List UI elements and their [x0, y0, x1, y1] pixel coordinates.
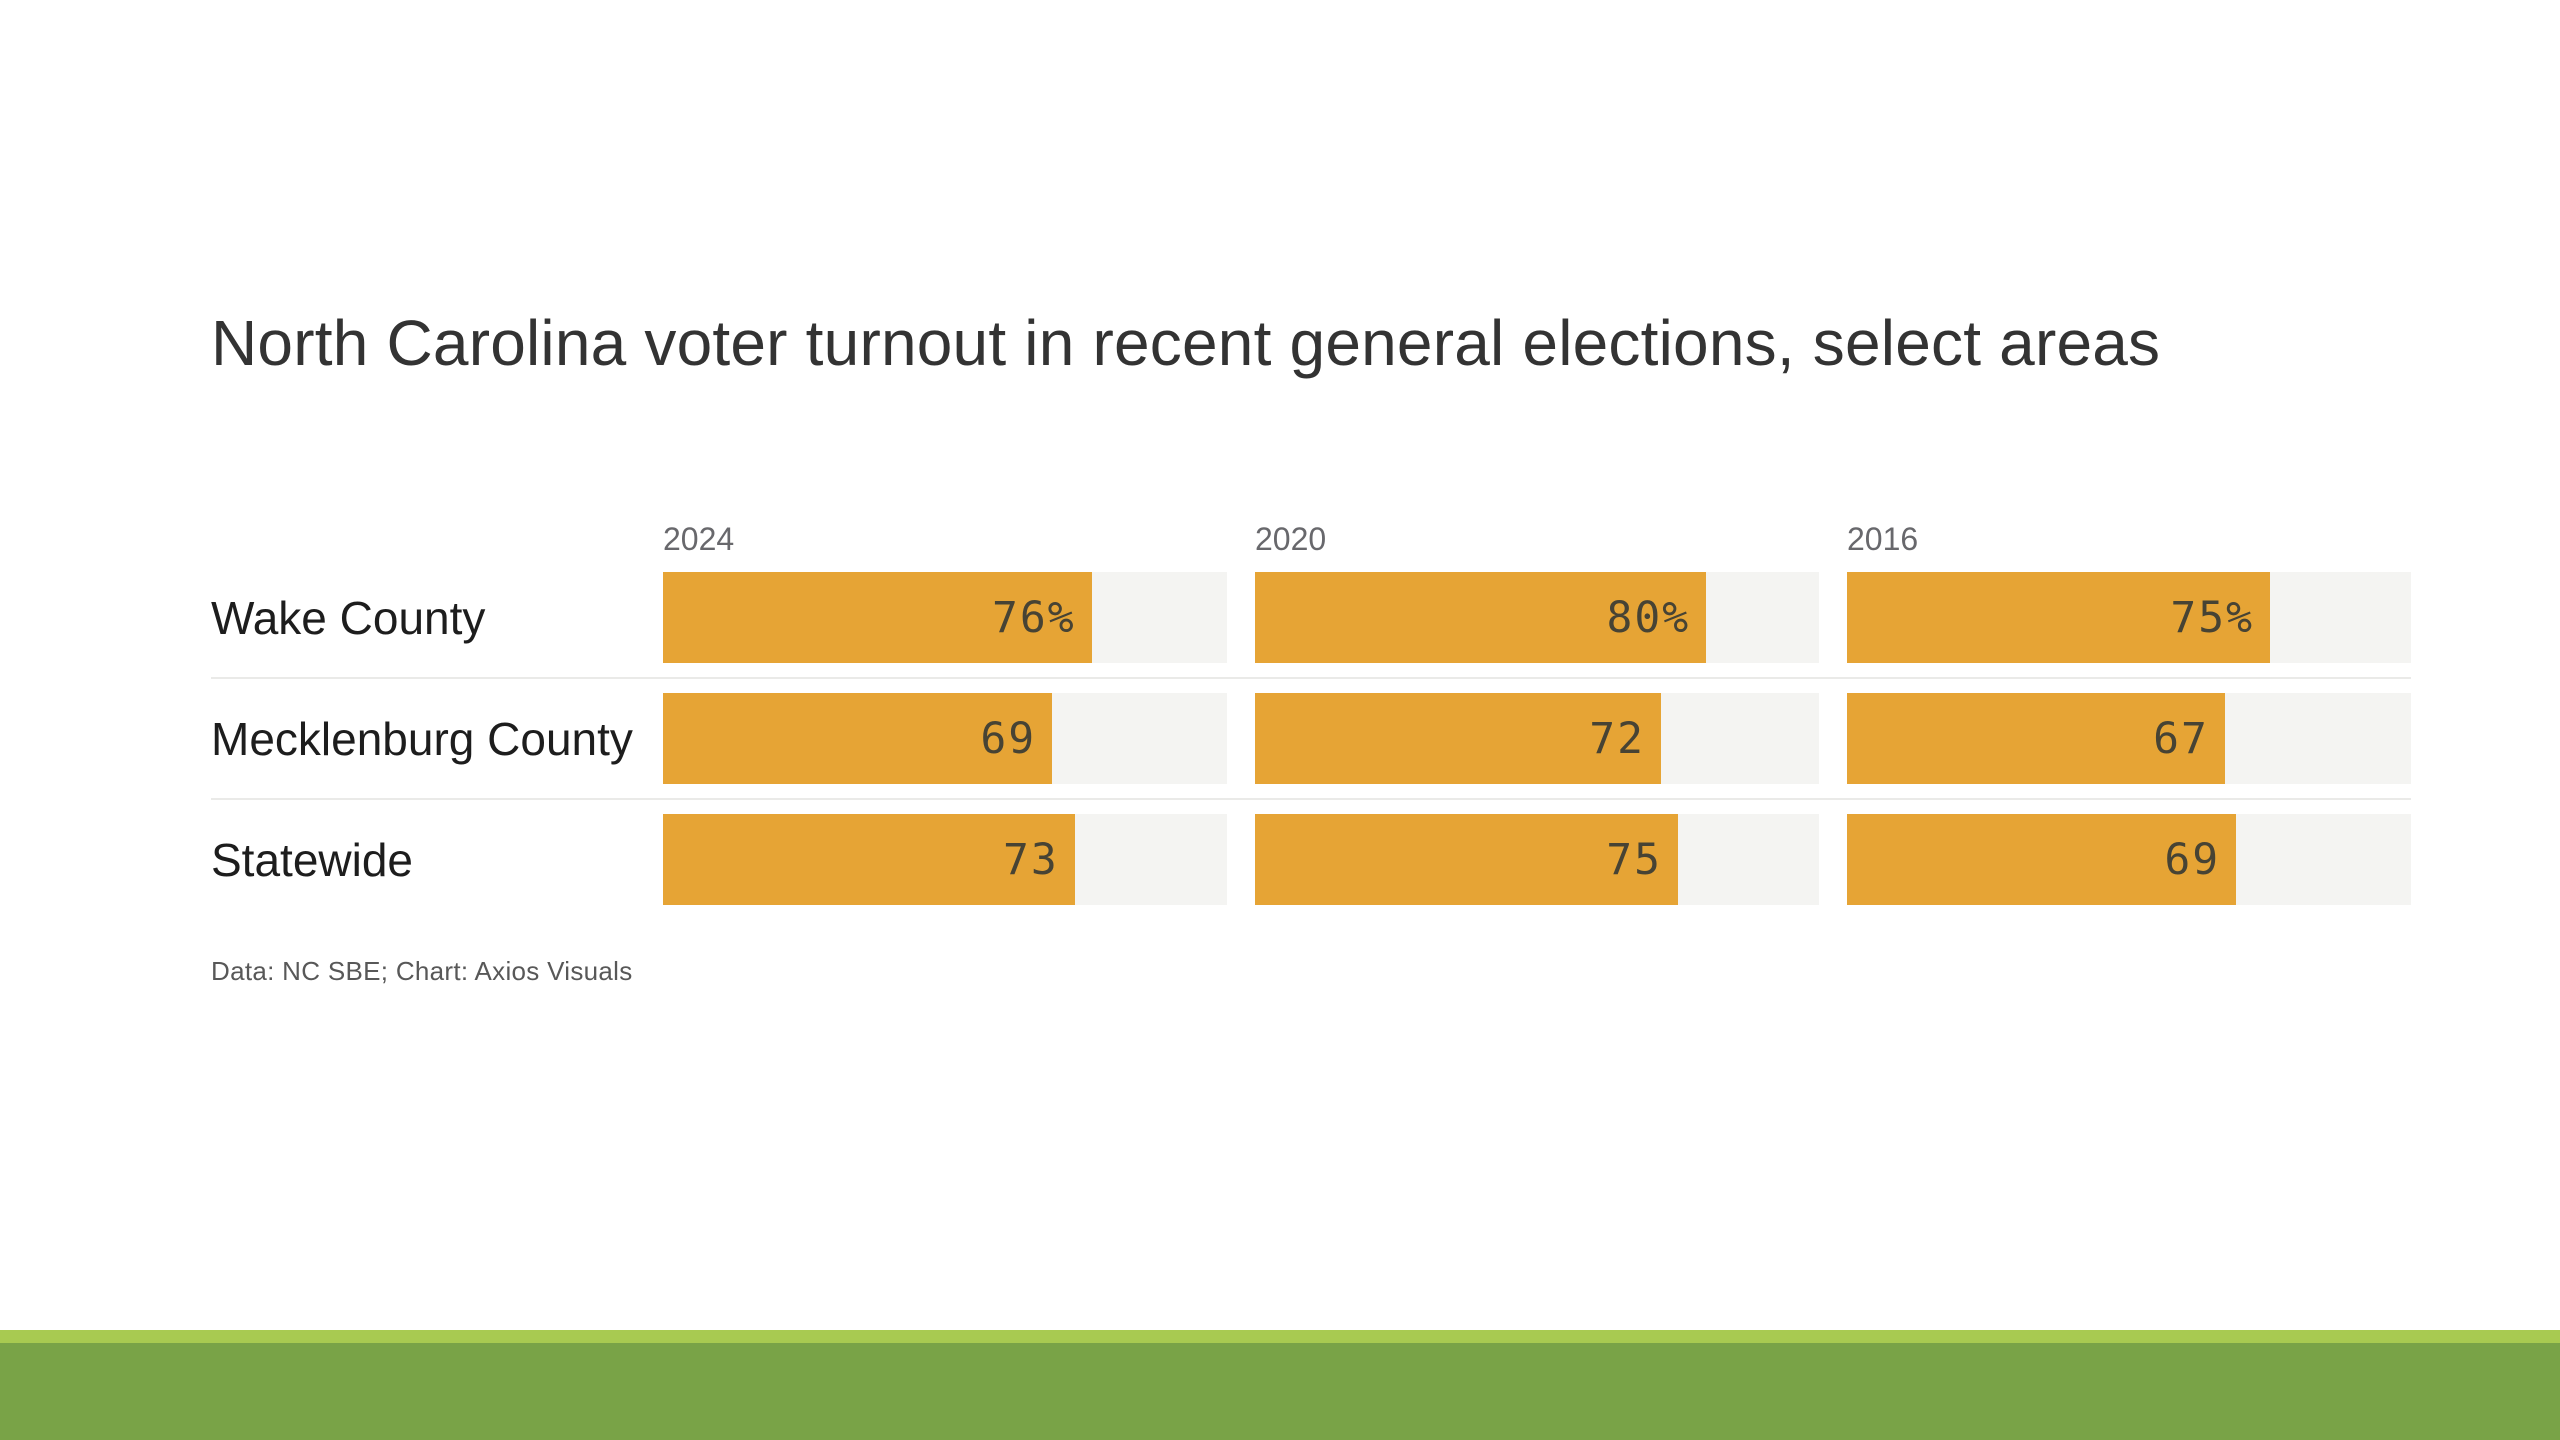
bar-value: 69	[2164, 834, 2221, 885]
bar-fill: 72	[1255, 693, 1662, 784]
column-header-2016: 2016	[1847, 521, 1919, 557]
footer-band-light	[0, 1330, 2560, 1343]
bar-value: 80%	[1606, 592, 1691, 643]
table-row-mecklenburg-county: Mecklenburg County 69 72 67	[211, 693, 2411, 784]
table-row-wake-county: Wake County 76% 80% 75%	[211, 572, 2411, 663]
bar-value: 75%	[2170, 592, 2254, 643]
bar-fill: 75	[1255, 814, 1678, 905]
source-credit: Data: NC SBE; Chart: Axios Visuals	[211, 956, 633, 986]
column-header-row: 2024 2020 2016	[211, 522, 2411, 572]
bar-fill: 73	[663, 814, 1075, 905]
bar-value: 76%	[991, 592, 1076, 643]
row-separator	[211, 677, 2411, 679]
row-label: Statewide	[211, 833, 414, 886]
bar-track: 69	[1847, 814, 2411, 905]
row-label: Wake County	[211, 591, 486, 644]
bar-fill: 80%	[1255, 572, 1707, 663]
bar-fill: 76%	[663, 572, 1092, 663]
column-header-spacer	[211, 522, 635, 572]
row-label: Mecklenburg County	[211, 712, 633, 765]
bar-track: 72	[1255, 693, 1819, 784]
bar-fill: 67	[1847, 693, 2225, 784]
bar-fill: 69	[663, 693, 1053, 784]
bar-value: 73	[1002, 834, 1059, 885]
page-title: North Carolina voter turnout in recent g…	[211, 307, 2161, 379]
bar-value: 75	[1606, 834, 1662, 885]
bar-track: 76%	[663, 572, 1227, 663]
bar-value: 72	[1589, 713, 1646, 764]
footer-band-dark	[0, 1343, 2560, 1440]
bar-fill: 69	[1847, 814, 2237, 905]
bar-track: 75	[1255, 814, 1819, 905]
bar-track: 69	[663, 693, 1227, 784]
bar-track: 73	[663, 814, 1227, 905]
bar-track: 75%	[1847, 572, 2411, 663]
row-separator	[211, 798, 2411, 800]
bar-value: 67	[2153, 713, 2209, 764]
column-header-2020: 2020	[1255, 521, 1327, 557]
bar-track: 80%	[1255, 572, 1819, 663]
table-row-statewide: Statewide 73 75 69	[211, 814, 2411, 905]
bar-track: 67	[1847, 693, 2411, 784]
bar-value: 69	[980, 713, 1037, 764]
turnout-chart: 2024 2020 2016 Wake County 76% 80% 75% M…	[211, 522, 2411, 905]
column-header-2024: 2024	[663, 521, 735, 557]
bar-fill: 75%	[1847, 572, 2270, 663]
